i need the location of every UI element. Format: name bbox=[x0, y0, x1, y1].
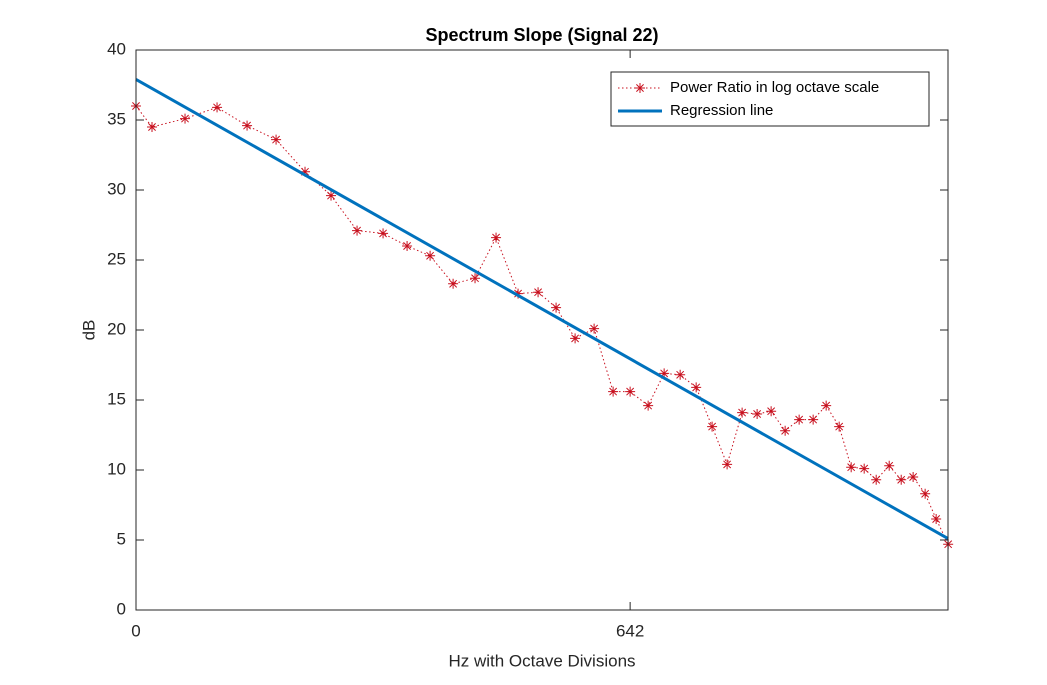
data-point bbox=[821, 400, 832, 411]
y-tick-label: 35 bbox=[107, 109, 126, 128]
data-point bbox=[300, 166, 311, 177]
data-point bbox=[834, 421, 845, 432]
data-point bbox=[470, 273, 481, 284]
data-point bbox=[551, 302, 562, 313]
data-point bbox=[931, 514, 942, 524]
data-point bbox=[242, 120, 253, 131]
data-point bbox=[871, 474, 882, 485]
x-tick-label: 0 bbox=[131, 621, 140, 640]
plot-area bbox=[136, 50, 948, 610]
data-point bbox=[908, 472, 919, 482]
data-point bbox=[326, 190, 337, 201]
data-point bbox=[608, 386, 619, 397]
y-tick-label: 30 bbox=[107, 179, 126, 198]
data-point bbox=[884, 460, 895, 471]
legend: Power Ratio in log octave scale Regressi… bbox=[610, 71, 930, 127]
data-point bbox=[625, 386, 636, 397]
data-point bbox=[212, 102, 223, 113]
data-point bbox=[513, 288, 524, 299]
data-point bbox=[737, 407, 748, 418]
x-tick-label: 642 bbox=[616, 621, 644, 640]
data-point bbox=[859, 463, 870, 474]
legend-keys bbox=[618, 83, 662, 113]
data-point bbox=[780, 425, 791, 436]
data-point bbox=[659, 368, 670, 379]
data-point bbox=[180, 113, 191, 124]
data-point bbox=[920, 488, 931, 499]
data-point bbox=[448, 278, 459, 289]
data-point bbox=[752, 409, 763, 419]
data-point bbox=[352, 225, 363, 236]
data-point bbox=[846, 462, 857, 473]
y-tick-label: 25 bbox=[107, 249, 126, 268]
data-point bbox=[378, 228, 389, 239]
y-tick-label: 0 bbox=[117, 599, 126, 618]
data-point bbox=[691, 382, 702, 393]
data-point bbox=[570, 333, 581, 344]
data-point bbox=[896, 474, 907, 485]
legend-label: Power Ratio in log octave scale bbox=[670, 79, 879, 96]
plot bbox=[131, 78, 954, 550]
data-point bbox=[271, 134, 282, 145]
data-point bbox=[425, 250, 436, 261]
x-axis-label: Hz with Octave Divisions bbox=[448, 651, 635, 670]
data-point bbox=[722, 459, 733, 470]
y-tick-label: 40 bbox=[107, 39, 126, 58]
legend-marker bbox=[635, 83, 645, 93]
data-point bbox=[766, 406, 777, 417]
data-point bbox=[402, 241, 413, 251]
y-tick-label: 5 bbox=[117, 529, 126, 548]
y-tick-label: 20 bbox=[107, 319, 126, 338]
y-tick-label: 15 bbox=[107, 389, 126, 408]
data-point bbox=[707, 421, 718, 432]
data-point bbox=[491, 232, 502, 243]
data-point bbox=[147, 122, 158, 132]
data-point bbox=[808, 414, 819, 425]
data-point bbox=[675, 369, 686, 380]
y-tick-label: 10 bbox=[107, 459, 126, 478]
data-point bbox=[794, 414, 805, 425]
y-axis-label: dB bbox=[79, 320, 98, 341]
data-point bbox=[643, 400, 654, 411]
data-point bbox=[533, 287, 544, 298]
legend-label: Regression line bbox=[670, 102, 773, 119]
data-line bbox=[135, 78, 949, 540]
legend-box bbox=[610, 71, 930, 127]
chart-title: Spectrum Slope (Signal 22) bbox=[425, 25, 658, 45]
data-point bbox=[589, 323, 600, 334]
